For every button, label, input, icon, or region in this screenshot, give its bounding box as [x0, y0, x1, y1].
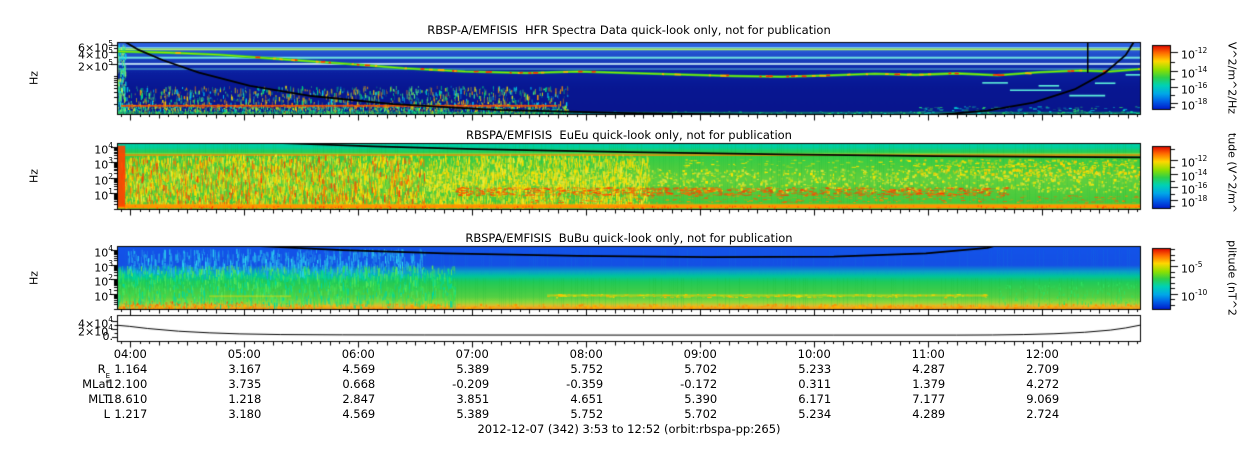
ephemeris-value: 5.234	[798, 407, 832, 421]
time-tick-label: 04:00	[113, 347, 147, 361]
ephemeris-value: 0.311	[798, 377, 832, 391]
colorbar-tick-label: 10-18	[1181, 194, 1208, 210]
time-tick-label: 05:00	[227, 347, 261, 361]
colorbar-tick-label: 10-12	[1181, 153, 1208, 170]
time-tick-label: 09:00	[683, 347, 717, 361]
y-tick-label: 104	[94, 243, 113, 260]
ephemeris-value: -0.359	[566, 377, 604, 391]
ephemeris-value: 1.218	[228, 392, 262, 406]
ephemeris-value: 3.167	[228, 362, 262, 376]
ephemeris-row-label: RE	[97, 362, 110, 381]
time-tick-label: 12:00	[1025, 347, 1059, 361]
y-tick-label: 2×105	[78, 57, 113, 74]
colorbar-tick-label: 10-14	[1181, 168, 1208, 184]
hfr-y-axis-label: Hz	[27, 70, 41, 86]
ephemeris-value: 5.233	[798, 362, 832, 376]
y-tick-label: 0.	[102, 330, 114, 344]
eueu-panel-title: RBSPA/EMFISIS EuEu quick-look only, not …	[466, 128, 792, 142]
ephemeris-value: 7.177	[912, 392, 946, 406]
ephemeris-value: -0.172	[680, 377, 718, 391]
ephemeris-value: 2.709	[1026, 362, 1060, 376]
ephemeris-value: 9.069	[1026, 392, 1060, 406]
colorbar-tick-label: 10-14	[1181, 65, 1208, 81]
eueu-y-axis-label: Hz	[27, 168, 41, 184]
y-tick-label: 4×105	[78, 45, 113, 62]
ephemeris-value: 1.217	[114, 407, 148, 421]
ephemeris-value: 5.390	[684, 392, 718, 406]
colorbar-tick-label: 10-5	[1181, 259, 1203, 276]
time-tick-label: 06:00	[341, 347, 375, 361]
ephemeris-value: 18.610	[107, 392, 148, 406]
ephemeris-value: 5.752	[570, 407, 604, 421]
ephemeris-value: 1.379	[912, 377, 946, 391]
ephemeris-value: 2.847	[342, 392, 376, 406]
time-tick-label: 10:00	[797, 347, 831, 361]
ephemeris-value: 3.180	[228, 407, 262, 421]
hfr-panel-title: RBSP-A/EMFISIS HFR Spectra Data quick-lo…	[427, 23, 831, 37]
ephemeris-value: 5.702	[684, 407, 718, 421]
y-tick-label: 2×104	[78, 323, 113, 339]
ephemeris-value: 4.289	[912, 407, 946, 421]
ephemeris-value: 12.100	[107, 377, 148, 391]
bubu-y-axis-label: Hz	[27, 270, 41, 286]
ephemeris-value: 2.724	[1026, 407, 1060, 421]
ephemeris-value: 4.272	[1026, 377, 1060, 391]
y-tick-label: 101	[94, 187, 113, 203]
y-tick-label: 6×105	[78, 38, 113, 55]
colorbar-tick-label: 10-16	[1181, 180, 1208, 197]
colorbar-tick-label: 10-12	[1181, 46, 1208, 62]
colorbar-tick-label: 10-16	[1181, 80, 1208, 97]
ephemeris-value: 0.668	[342, 377, 376, 391]
y-tick-label: 4×104	[78, 314, 113, 331]
bubu-panel-title: RBSPA/EMFISIS BuBu quick-look only, not …	[465, 231, 793, 245]
time-tick-label: 08:00	[569, 347, 603, 361]
time-tick-label: 11:00	[911, 347, 945, 361]
ephemeris-value: 6.171	[798, 392, 832, 406]
y-tick-label: 102	[94, 171, 113, 188]
y-tick-label: 103	[94, 156, 113, 173]
hfr-colorbar-unit-label: V^2/m^2/Hz	[1225, 41, 1239, 115]
ephemeris-row-label: MLT	[88, 392, 110, 406]
ephemeris-value: 3.735	[228, 377, 262, 391]
y-tick-label: 102	[94, 273, 113, 289]
ephemeris-value: 4.569	[342, 407, 376, 421]
ephemeris-value: 3.851	[456, 392, 490, 406]
ephemeris-value: 4.651	[570, 392, 604, 406]
ephemeris-value: 5.752	[570, 362, 604, 376]
figure-caption: 2012-12-07 (342) 3:53 to 12:52 (orbit:rb…	[477, 422, 781, 436]
ephemeris-row-label: L	[103, 407, 110, 421]
y-tick-label: 103	[94, 258, 113, 275]
colorbar-tick-label: 10-18	[1181, 96, 1208, 113]
ephemeris-row-label: MLat	[82, 377, 110, 391]
ephemeris-value: 4.287	[912, 362, 946, 376]
y-tick-label: 101	[94, 288, 113, 304]
ephemeris-value: 5.389	[456, 362, 490, 376]
y-tick-label: 104	[94, 141, 113, 157]
ephemeris-value: 1.164	[114, 362, 148, 376]
ephemeris-value: -0.209	[452, 377, 490, 391]
colorbar-tick-label: 10-10	[1181, 287, 1208, 304]
eueu-colorbar-unit-label: tude (V^2/m^	[1225, 132, 1239, 214]
bubu-colorbar-unit-label: plitude (nT^2	[1225, 240, 1239, 316]
ephemeris-value: 5.389	[456, 407, 490, 421]
time-tick-label: 07:00	[455, 347, 489, 361]
ephemeris-value: 5.702	[684, 362, 718, 376]
ephemeris-value: 4.569	[342, 362, 376, 376]
